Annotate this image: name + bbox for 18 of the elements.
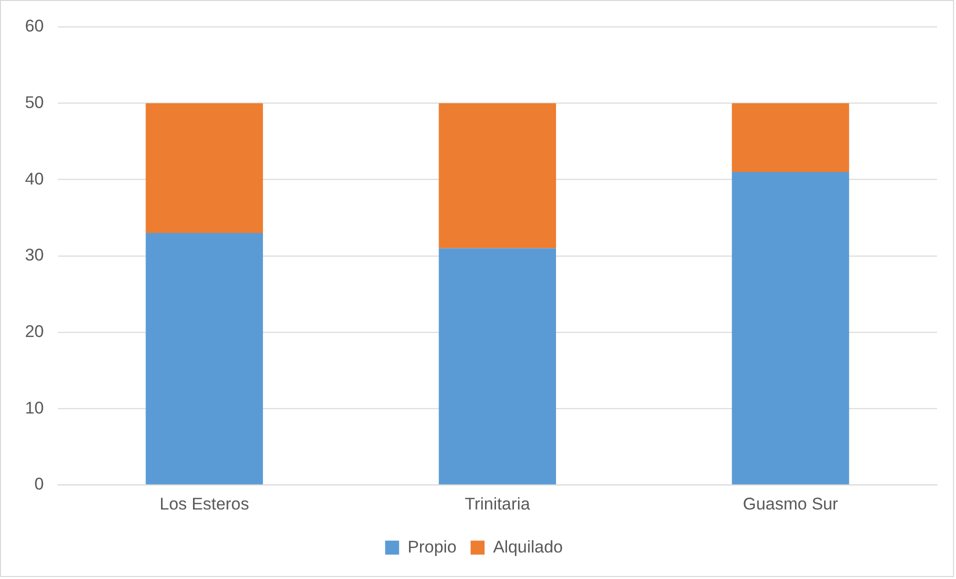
x-tick-label: Guasmo Sur: [742, 494, 838, 514]
legend-label: Alquilado: [493, 537, 563, 556]
y-tick-label: 40: [24, 169, 44, 188]
y-tick-label: 30: [24, 246, 44, 265]
bar: [438, 103, 556, 248]
bar: [146, 103, 263, 234]
bar: [732, 172, 850, 484]
bar: [146, 233, 263, 484]
bar: [732, 103, 850, 172]
y-tick-label: 0: [34, 474, 44, 494]
bar: [438, 248, 556, 484]
y-tick-label: 20: [24, 322, 44, 341]
y-tick-label: 10: [24, 398, 44, 418]
y-tick-label: 60: [24, 16, 44, 36]
y-tick-label: 50: [24, 92, 44, 112]
legend-label: Propio: [408, 537, 457, 556]
x-tick-label: Los Esteros: [160, 494, 250, 514]
x-tick-label: Trinitaria: [464, 494, 531, 514]
